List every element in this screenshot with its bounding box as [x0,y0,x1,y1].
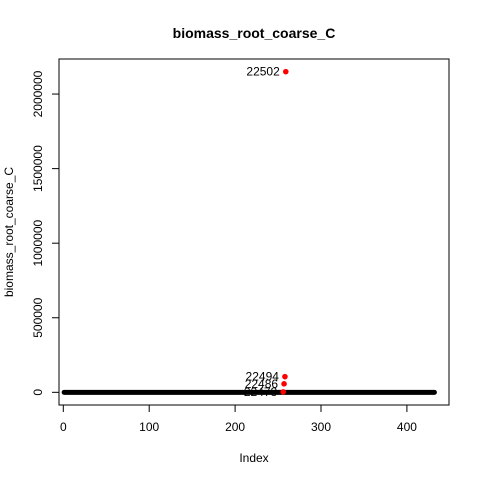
y-tick-label: 0 [31,389,45,396]
y-tick-label: 2000000 [31,70,45,117]
outlier-point [281,381,287,387]
x-axis: 0 100 200 300 400 [60,404,417,434]
outlier-point [282,373,288,380]
x-tick-label: 0 [60,420,67,434]
plot-area-frame [58,58,450,406]
x-tick-label: 300 [311,420,331,434]
outlier-label: 22478 [244,385,278,399]
x-axis-label: Index [239,451,268,465]
outlier-label: 22494 [246,370,280,384]
y-axis: 0 500000 1000000 1500000 2000000 [31,70,60,396]
outlier-point [280,389,287,395]
y-tick-label: 500000 [31,297,45,337]
outlier-point [282,68,289,75]
y-tick-label: 1500000 [31,145,45,192]
chart-title: biomass_root_coarse_C [173,25,336,41]
x-tick-label: 200 [225,420,245,434]
y-tick-label: 1000000 [31,220,45,267]
x-tick-label: 400 [397,420,417,434]
outlier-label: 22502 [246,65,280,79]
y-axis-label: biomass_root_coarse_C [2,167,16,297]
outlier-label: 22486 [245,377,279,391]
x-tick-label: 100 [139,420,159,434]
